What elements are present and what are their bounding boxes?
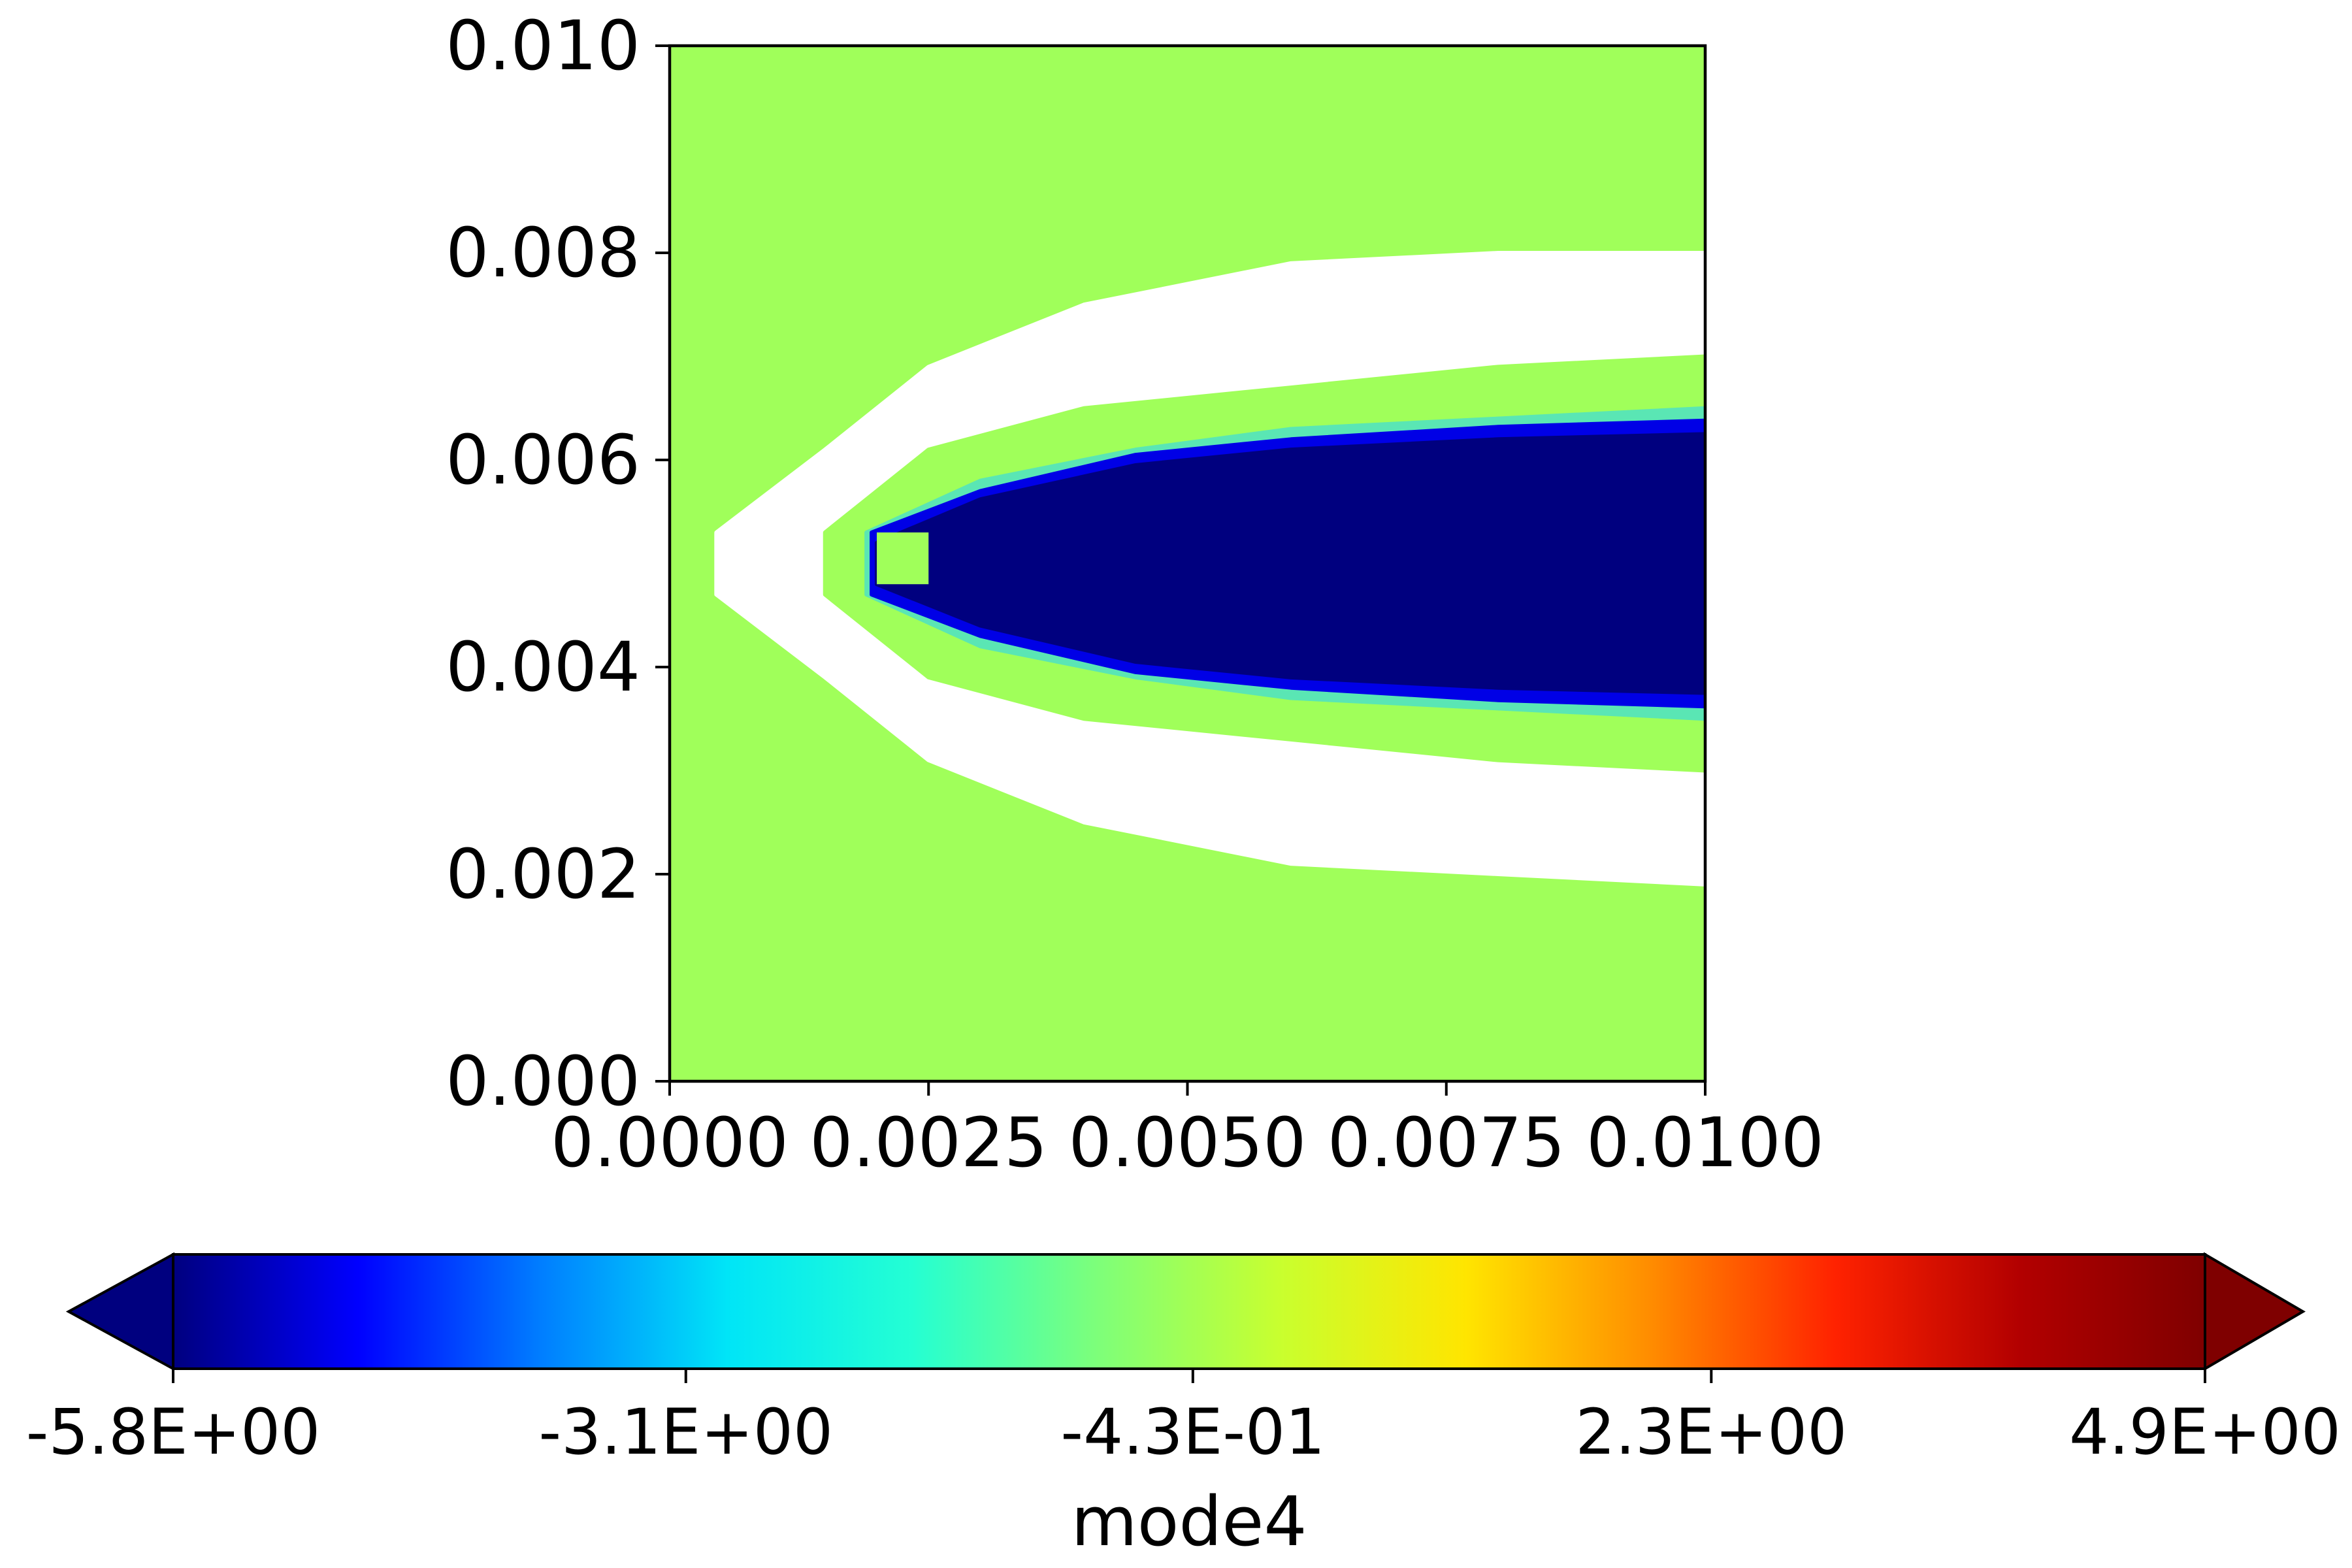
y-tick-label: 0.006 xyxy=(446,420,640,500)
colorbar-tick-label: -5.8E+00 xyxy=(26,1396,321,1469)
x-tick-label: 0.0075 xyxy=(1328,1103,1565,1183)
colorbar-tick-label: -4.3E-01 xyxy=(1060,1396,1325,1469)
obstacle-block xyxy=(877,532,929,585)
x-tick-label: 0.0000 xyxy=(551,1103,789,1183)
colorbar-tick-label: -3.1E+00 xyxy=(538,1396,833,1469)
y-tick-label: 0.010 xyxy=(446,6,640,86)
colorbar: -5.8E+00 -3.1E+00 -4.3E-01 2.3E+00 4.9E+00 m… xyxy=(26,1252,2341,1561)
x-tick-label: 0.0100 xyxy=(1586,1103,1824,1183)
x-tick-label: 0.0050 xyxy=(1069,1103,1307,1183)
colorbar-gradient xyxy=(172,1253,2206,1370)
plot-area xyxy=(668,44,1707,1083)
x-tick-label: 0.0025 xyxy=(809,1103,1047,1183)
y-axis: 0.000 0.002 0.004 0.006 0.008 0.010 xyxy=(446,6,670,1121)
colorbar-label: mode4 xyxy=(1071,1482,1307,1561)
colorbar-ticks: -5.8E+00 -3.1E+00 -4.3E-01 2.3E+00 4.9E+00 xyxy=(26,1369,2341,1469)
y-tick-label: 0.000 xyxy=(446,1041,640,1121)
colorbar-tick-label: 2.3E+00 xyxy=(1575,1396,1847,1469)
y-tick-label: 0.002 xyxy=(446,834,640,914)
colorbar-tick-label: 4.9E+00 xyxy=(2069,1396,2341,1469)
x-axis: 0.0000 0.0025 0.0050 0.0075 0.0100 xyxy=(551,1081,1824,1183)
y-tick-label: 0.004 xyxy=(446,627,640,707)
colorbar-extend-min xyxy=(65,1252,174,1371)
y-tick-label: 0.008 xyxy=(446,213,640,293)
field-regions xyxy=(714,251,1705,887)
colorbar-extend-max xyxy=(2204,1252,2306,1371)
